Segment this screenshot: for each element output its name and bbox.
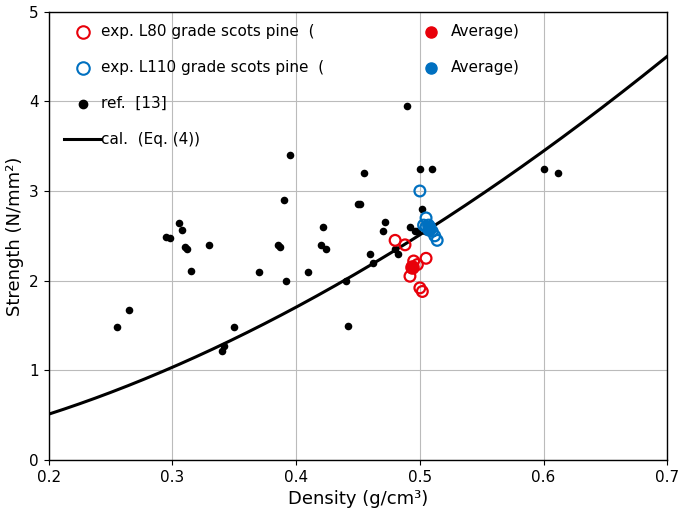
Point <box>365 250 376 258</box>
Point <box>417 205 428 213</box>
Point <box>315 241 326 249</box>
Point <box>123 306 134 315</box>
Point <box>421 254 432 263</box>
Point <box>423 225 434 233</box>
Point <box>173 219 184 227</box>
Point <box>278 196 289 204</box>
Point <box>179 243 190 251</box>
Text: exp. L80 grade scots pine  (: exp. L80 grade scots pine ( <box>101 24 320 39</box>
Point <box>421 223 432 231</box>
Point <box>186 267 197 275</box>
Point <box>359 169 370 177</box>
Point <box>253 268 264 276</box>
Point <box>379 218 390 227</box>
Point <box>392 250 403 258</box>
Point <box>412 227 423 235</box>
Point <box>414 164 425 173</box>
Point <box>275 243 286 251</box>
Point <box>164 233 175 242</box>
Point <box>419 227 430 235</box>
Point <box>553 169 564 177</box>
Point <box>377 227 388 235</box>
Text: ref.  [13]: ref. [13] <box>101 96 167 111</box>
Point <box>427 164 438 173</box>
Point <box>423 221 434 229</box>
Text: Average): Average) <box>451 60 520 75</box>
Point <box>353 200 364 209</box>
Text: exp. L110 grade scots pine  (: exp. L110 grade scots pine ( <box>101 60 329 75</box>
Point <box>342 321 353 329</box>
Point <box>418 221 429 229</box>
Point <box>412 261 423 269</box>
Point <box>272 241 283 249</box>
Point <box>281 277 292 285</box>
Point <box>367 259 378 267</box>
Point <box>404 223 415 231</box>
Point <box>390 236 401 245</box>
Point <box>161 233 172 241</box>
Point <box>204 241 215 249</box>
Point <box>414 284 425 292</box>
Point <box>424 223 435 231</box>
Point <box>414 187 425 195</box>
Point <box>284 151 295 159</box>
Point <box>318 223 329 231</box>
Point <box>404 272 415 280</box>
Point <box>303 268 314 276</box>
Point <box>177 226 188 234</box>
Point <box>216 346 227 355</box>
Point <box>340 277 351 285</box>
Point <box>390 245 401 253</box>
Point <box>219 342 229 351</box>
Text: Average): Average) <box>451 24 520 39</box>
Point <box>421 214 432 222</box>
Point <box>427 227 438 235</box>
Point <box>321 245 332 253</box>
Text: cal.  (Eq. (4)): cal. (Eq. (4)) <box>101 132 200 147</box>
Point <box>538 164 549 173</box>
Point <box>417 287 428 296</box>
Point <box>407 263 418 271</box>
Point <box>402 102 413 110</box>
Point <box>432 236 443 245</box>
Point <box>399 241 410 249</box>
Point <box>182 245 192 253</box>
X-axis label: Density (g/cm³): Density (g/cm³) <box>288 490 428 508</box>
Point <box>229 323 240 332</box>
Point <box>355 200 366 209</box>
Point <box>111 323 122 332</box>
Y-axis label: Strength (N/mm²): Strength (N/mm²) <box>5 156 23 316</box>
Point <box>408 257 419 265</box>
Point <box>429 232 440 240</box>
Point <box>410 227 421 235</box>
